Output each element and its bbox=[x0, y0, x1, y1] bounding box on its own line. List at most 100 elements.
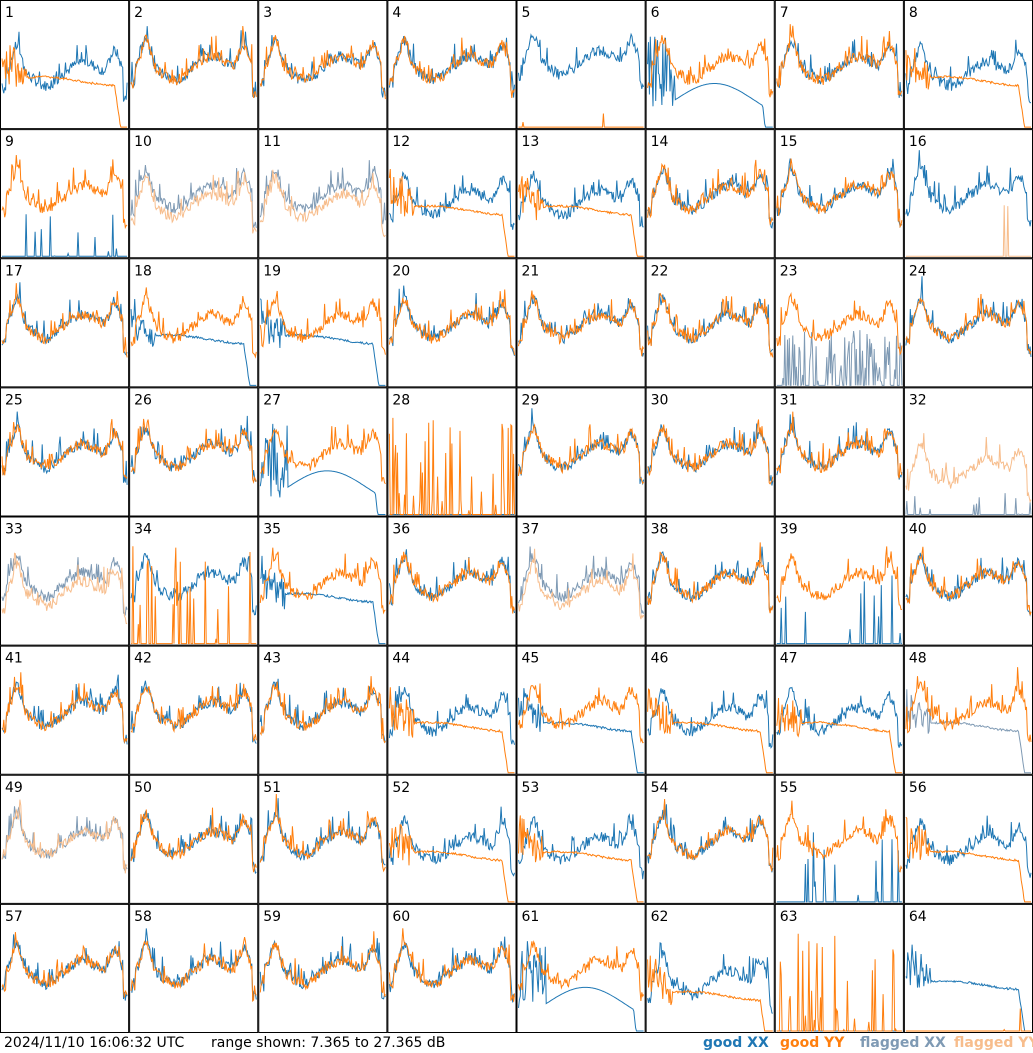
panel-frame-61 bbox=[516, 903, 646, 1033]
panel-34-yy-line bbox=[131, 546, 257, 645]
panel-label-10: 10 bbox=[134, 134, 152, 150]
panel-frame-4 bbox=[387, 0, 517, 130]
panel-15-xx-line bbox=[776, 158, 903, 229]
panel-label-13: 13 bbox=[522, 134, 540, 150]
legend-good-yy: good YY bbox=[780, 1035, 845, 1051]
panel-frame-23 bbox=[774, 258, 904, 388]
panel-56-xx-line bbox=[905, 815, 1032, 878]
panel-frame-1 bbox=[0, 0, 130, 130]
legend-flagged-yy: flagged YY bbox=[954, 1035, 1033, 1051]
panel-48-yy-line bbox=[905, 667, 1032, 743]
panel-9-xx-line bbox=[2, 214, 128, 257]
panel-3-yy-line bbox=[259, 35, 386, 100]
panel-61-yy-line bbox=[518, 939, 645, 1002]
panel-19-yy-line bbox=[259, 290, 386, 355]
panel-12-yy-line bbox=[388, 168, 515, 257]
panel-frame-11 bbox=[258, 129, 388, 259]
panel-45-yy-line bbox=[518, 683, 644, 744]
panel-label-30: 30 bbox=[651, 392, 669, 408]
panel-label-15: 15 bbox=[780, 134, 798, 150]
panel-29-yy-line bbox=[518, 423, 645, 485]
panel-label-49: 49 bbox=[5, 780, 23, 796]
panel-frame-40 bbox=[903, 516, 1033, 646]
panel-16-yy-line bbox=[905, 205, 1031, 257]
panel-32-yy-line bbox=[905, 433, 1032, 504]
panel-31-yy-line bbox=[776, 411, 903, 479]
panel-51-yy-line bbox=[259, 793, 386, 873]
panel-label-34: 34 bbox=[134, 522, 152, 538]
panel-frame-16 bbox=[903, 129, 1033, 259]
panel-label-29: 29 bbox=[522, 392, 540, 408]
timestamp: 2024/11/10 16:06:32 UTC bbox=[4, 1035, 185, 1051]
panel-58-yy-line bbox=[130, 937, 257, 1003]
panel-label-35: 35 bbox=[263, 522, 281, 538]
panel-label-40: 40 bbox=[909, 522, 927, 538]
panel-44-yy-line bbox=[388, 687, 515, 774]
panel-43-yy-line bbox=[259, 676, 386, 744]
panel-label-57: 57 bbox=[5, 909, 23, 925]
panel-frame-42 bbox=[129, 645, 259, 775]
panel-label-59: 59 bbox=[263, 909, 281, 925]
panel-17-yy-line bbox=[1, 283, 128, 358]
panel-22-yy-line bbox=[647, 292, 774, 358]
panel-frame-36 bbox=[387, 516, 517, 646]
panel-46-yy-line bbox=[647, 688, 773, 774]
panel-label-18: 18 bbox=[134, 263, 152, 279]
legend-flagged-xx: flagged XX bbox=[860, 1035, 946, 1051]
panel-label-21: 21 bbox=[522, 263, 540, 279]
panel-label-11: 11 bbox=[263, 134, 281, 150]
panel-27-xx-line bbox=[259, 423, 386, 515]
panel-9-yy-line bbox=[1, 154, 128, 230]
panel-28-yy-line bbox=[388, 417, 515, 515]
panel-25-yy-line bbox=[1, 419, 128, 480]
panel-48-xx-line bbox=[905, 689, 1031, 774]
panel-8-yy-line bbox=[905, 48, 1031, 128]
panel-label-55: 55 bbox=[780, 780, 798, 796]
panel-label-37: 37 bbox=[522, 522, 540, 538]
panel-label-50: 50 bbox=[134, 780, 152, 796]
panel-35-yy-line bbox=[259, 547, 386, 615]
panel-label-46: 46 bbox=[651, 651, 669, 667]
panel-label-6: 6 bbox=[651, 5, 660, 21]
panel-5-xx-line bbox=[518, 32, 645, 90]
panel-label-52: 52 bbox=[392, 780, 410, 796]
panel-frame-63 bbox=[774, 903, 904, 1033]
panel-62-yy-line bbox=[647, 955, 773, 1032]
panel-23-yy-line bbox=[776, 291, 903, 356]
panel-23-xx-line bbox=[776, 330, 903, 387]
panel-40-yy-line bbox=[905, 546, 1032, 616]
panel-label-14: 14 bbox=[651, 134, 669, 150]
panel-18-yy-line bbox=[130, 287, 257, 359]
panel-1-yy-line bbox=[1, 45, 128, 128]
panel-10-xx-line bbox=[130, 165, 257, 229]
panel-label-43: 43 bbox=[263, 651, 281, 667]
panel-55-yy-line bbox=[776, 800, 903, 873]
panel-62-xx-line bbox=[647, 942, 773, 1014]
panel-15-yy-line bbox=[776, 158, 903, 229]
panel-label-26: 26 bbox=[134, 392, 152, 408]
panel-label-61: 61 bbox=[522, 909, 540, 925]
panel-21-yy-line bbox=[518, 290, 645, 357]
panel-47-xx-line bbox=[776, 686, 903, 748]
panel-64-yy-line bbox=[905, 1008, 1031, 1032]
panel-49-yy-line bbox=[1, 799, 128, 874]
panel-56-yy-line bbox=[905, 816, 1031, 903]
panel-14-yy-line bbox=[647, 159, 774, 226]
panel-35-xx-line bbox=[259, 555, 386, 645]
panel-label-31: 31 bbox=[780, 392, 798, 408]
panel-59-yy-line bbox=[259, 931, 386, 997]
panel-27-yy-line bbox=[260, 424, 386, 485]
panel-label-58: 58 bbox=[134, 909, 152, 925]
panel-label-2: 2 bbox=[134, 5, 143, 21]
panel-label-33: 33 bbox=[5, 522, 23, 538]
panel-frame-14 bbox=[645, 129, 775, 259]
panel-39-xx-line bbox=[776, 575, 902, 645]
panel-label-25: 25 bbox=[5, 392, 23, 408]
panel-label-39: 39 bbox=[780, 522, 798, 538]
panel-11-yy-line bbox=[259, 169, 386, 238]
panel-label-19: 19 bbox=[263, 263, 281, 279]
panel-label-3: 3 bbox=[263, 5, 272, 21]
panel-46-xx-line bbox=[647, 688, 774, 749]
panel-frame-21 bbox=[516, 258, 646, 388]
